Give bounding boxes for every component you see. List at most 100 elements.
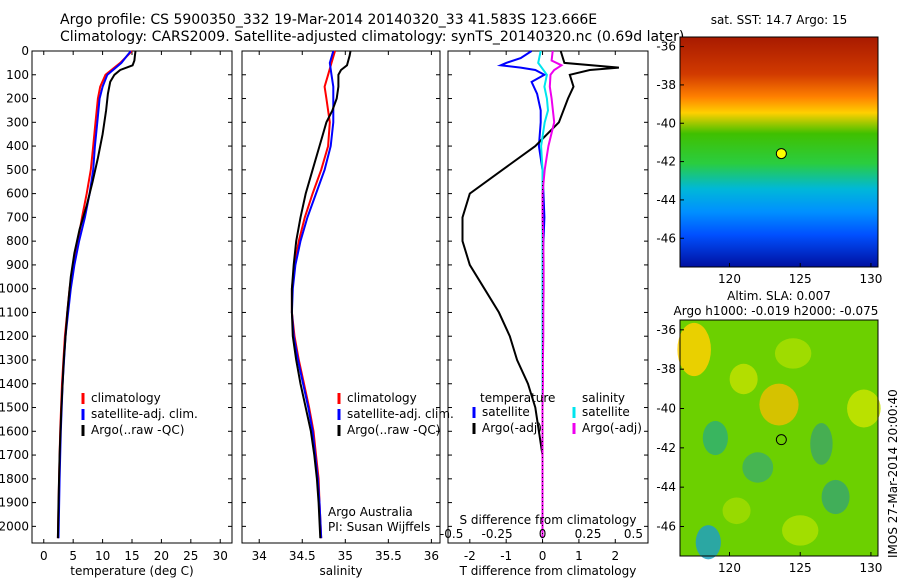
diff-legend-label: satellite: [582, 405, 630, 419]
temperature-legend-label: climatology: [91, 391, 161, 405]
depth-tick-label: 1600: [0, 424, 29, 438]
salinity-xlabel: salinity: [319, 564, 362, 578]
depth-tick-label: 500: [6, 163, 29, 177]
depth-tick-label: 1500: [0, 401, 29, 415]
sla_map-ytick-label: -36: [656, 323, 676, 337]
depth-tick-label: 1900: [0, 496, 29, 510]
diff-legend-header: salinity: [582, 391, 625, 405]
salinity-xtick-label: 35.5: [375, 549, 402, 563]
diff-s-tick-label: 0: [539, 527, 547, 541]
salinity-legend-label: Argo(..raw -QC): [347, 423, 440, 437]
diff-legend-label: satellite: [482, 405, 530, 419]
depth-tick-label: 1800: [0, 472, 29, 486]
temperature-xtick-label: 10: [95, 549, 110, 563]
temperature-xtick-label: 25: [183, 549, 198, 563]
salinity-legend-label: satellite-adj. clim.: [347, 407, 454, 421]
sst_map-frame: [679, 36, 879, 268]
diff-legend-label: Argo(-adj): [582, 421, 642, 435]
depth-tick-label: 1200: [0, 329, 29, 343]
sla-blob: [722, 497, 751, 525]
sla-blob: [821, 479, 850, 515]
differences-series-satellite: [496, 50, 547, 539]
sst_map-ytick-label: -40: [656, 116, 676, 130]
sla_map-ytick-label: -44: [656, 480, 676, 494]
sst_map-xtick-label: 120: [718, 272, 741, 286]
differences-series-argo-adj-: [541, 50, 564, 539]
imos-stamp: IMOS 27-Mar-2014 20:00:40: [886, 389, 900, 558]
sla-blob: [742, 452, 774, 483]
depth-tick-label: 700: [6, 210, 29, 224]
differences-xtick-label: 1: [575, 549, 583, 563]
depth-tick-label: 900: [6, 258, 29, 272]
salinity-xtick-label: 36: [424, 549, 439, 563]
temperature-axes-frame: [31, 50, 233, 544]
depth-tick-label: 1000: [0, 282, 29, 296]
sst_map-ytick-label: -38: [656, 78, 676, 92]
sla_map-xtick-label: 130: [859, 561, 882, 575]
diff-s-tick-label: 0.25: [575, 527, 602, 541]
sla_map-xtick-label: 120: [718, 561, 741, 575]
differences-axes-frame: [447, 50, 649, 544]
depth-tick-label: 2000: [0, 519, 29, 533]
sst-map-title: sat. SST: 14.7 Argo: 15: [711, 13, 848, 27]
differences-xtick-label: 2: [611, 549, 619, 563]
salinity-legend-label: climatology: [347, 391, 417, 405]
depth-tick-label: 800: [6, 234, 29, 248]
temperature-xtick-label: 5: [69, 549, 77, 563]
sla-blob: [774, 338, 812, 369]
depth-tick-label: 300: [6, 115, 29, 129]
sst_map-ytick-label: -44: [656, 193, 676, 207]
sla-blob: [702, 420, 728, 456]
sla-blob: [759, 383, 799, 426]
depth-tick-label: 1300: [0, 353, 29, 367]
sla-blob: [729, 363, 758, 395]
sla-map-subtitle: Argo h1000: -0.019 h2000: -0.075: [674, 304, 879, 318]
salinity-axes-frame: [241, 50, 441, 544]
diff-s-axis-label: S difference from climatology: [460, 513, 637, 527]
sla-blob: [847, 389, 881, 428]
depth-tick-label: 1100: [0, 305, 29, 319]
sst_map-xtick-label: 130: [859, 272, 882, 286]
credit-line-2: PI: Susan Wijffels: [328, 520, 431, 534]
depth-tick-label: 0: [21, 44, 29, 58]
differences-xtick-label: 0: [539, 549, 547, 563]
sla-blob: [782, 515, 819, 546]
temperature-xtick-label: 30: [213, 549, 228, 563]
sst_map-ytick-label: -46: [656, 231, 676, 245]
figure-title-line-1: Argo profile: CS 5900350_332 19-Mar-2014…: [60, 12, 598, 28]
sla_map-ytick-label: -46: [656, 520, 676, 534]
temperature-xtick-label: 20: [154, 549, 169, 563]
diff-s-tick-label: 0.5: [624, 527, 643, 541]
salinity-xtick-label: 34: [252, 549, 267, 563]
diff-s-tick-label: -0.5: [440, 527, 463, 541]
sla-blob: [695, 525, 721, 560]
sla-map-title: Altim. SLA: 0.007: [727, 289, 831, 303]
sla_map-ytick-label: -38: [656, 362, 676, 376]
depth-tick-label: 100: [6, 68, 29, 82]
temperature-legend-label: satellite-adj. clim.: [91, 407, 198, 421]
sst_map-xtick-label: 125: [789, 272, 812, 286]
sst_map-argo-marker: [775, 148, 787, 160]
diff-legend-header: temperature: [480, 391, 555, 405]
temperature-series-argo-raw-qc-: [56, 50, 137, 539]
sla-anomaly-blobs: [677, 322, 881, 560]
sla_map-xtick-label: 125: [789, 561, 812, 575]
depth-tick-label: 1700: [0, 448, 29, 462]
sst_map-ytick-label: -36: [656, 40, 676, 54]
figure-title-line-2: Climatology: CARS2009. Satellite-adjuste…: [60, 29, 685, 45]
temperature-xtick-label: 15: [124, 549, 139, 563]
salinity-xtick-label: 35: [338, 549, 353, 563]
differences-xtick-label: -1: [500, 549, 512, 563]
diff-legend-label: Argo(-adj): [482, 421, 542, 435]
temperature-xlabel: temperature (deg C): [70, 564, 193, 578]
sla-blob: [677, 322, 711, 377]
sla_map-ytick-label: -42: [656, 441, 676, 455]
sla_map-ytick-label: -40: [656, 402, 676, 416]
salinity-series-satellite-adj-clim-: [290, 50, 335, 539]
depth-tick-label: 200: [6, 92, 29, 106]
salinity-series-climatology: [290, 50, 336, 539]
differences-xtick-label: -2: [464, 549, 476, 563]
temperature-xtick-label: 0: [40, 549, 48, 563]
depth-tick-label: 1400: [0, 377, 29, 391]
